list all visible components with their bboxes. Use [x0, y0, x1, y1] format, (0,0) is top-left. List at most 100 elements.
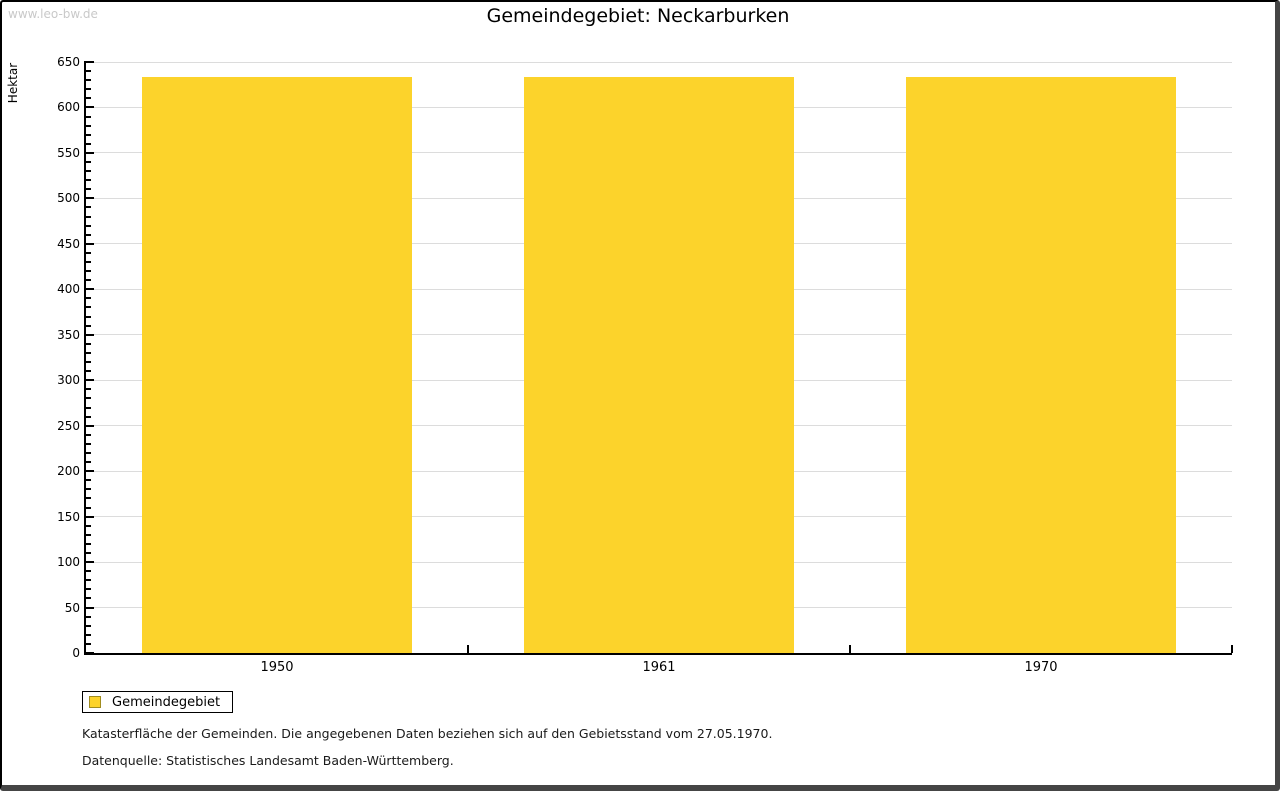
- y-minor-tick: [86, 233, 91, 236]
- y-tick-label: 450: [57, 236, 80, 251]
- y-minor-tick: [86, 406, 91, 409]
- x-category-label: 1970: [1024, 660, 1058, 675]
- y-major-tick: [86, 470, 94, 473]
- y-minor-tick: [86, 279, 91, 282]
- y-minor-tick: [86, 188, 91, 191]
- y-minor-tick: [86, 370, 91, 373]
- y-minor-tick: [86, 133, 91, 136]
- y-minor-tick: [86, 615, 91, 618]
- y-minor-tick: [86, 624, 91, 627]
- footnote-gebietsstand: Katasterfläche der Gemeinden. Die angege…: [82, 726, 773, 741]
- y-minor-tick: [86, 388, 91, 391]
- y-minor-tick: [86, 633, 91, 636]
- y-tick-label: 500: [57, 191, 80, 206]
- y-minor-tick: [86, 351, 91, 354]
- y-tick-label: 50: [64, 600, 80, 615]
- y-major-tick: [86, 242, 94, 245]
- y-minor-tick: [86, 124, 91, 127]
- y-minor-tick: [86, 361, 91, 364]
- y-minor-tick: [86, 342, 91, 345]
- y-minor-tick: [86, 270, 91, 273]
- y-minor-tick: [86, 161, 91, 163]
- y-minor-tick: [86, 206, 91, 209]
- y-minor-tick: [86, 597, 91, 600]
- y-minor-tick: [86, 315, 91, 318]
- bar: [524, 77, 794, 653]
- y-major-tick: [86, 106, 94, 109]
- legend-label: Gemeindegebiet: [112, 694, 221, 710]
- y-minor-tick: [86, 170, 91, 173]
- y-tick-label: 550: [57, 145, 80, 160]
- plot-area: 0 50 100 150 200 250 300 350 400 450 500 550 600 650 1…: [57, 55, 1233, 675]
- y-major-tick: [86, 606, 94, 609]
- y-minor-tick: [86, 497, 91, 500]
- y-major-tick: [86, 515, 94, 518]
- y-tick-label: 300: [57, 373, 80, 388]
- legend-color-swatch: [89, 696, 101, 708]
- y-minor-tick: [86, 215, 91, 218]
- y-minor-tick: [86, 479, 91, 482]
- y-minor-tick: [86, 224, 91, 227]
- y-minor-tick: [86, 570, 91, 573]
- y-minor-tick: [86, 461, 91, 464]
- y-major-tick: [86, 333, 94, 336]
- y-tick-label: 0: [72, 646, 80, 660]
- y-major-tick: [86, 424, 94, 427]
- y-major-tick: [86, 197, 94, 200]
- y-minor-tick: [86, 251, 91, 254]
- y-minor-tick: [86, 70, 91, 73]
- y-tick-label: 200: [57, 464, 80, 479]
- x-category-label: 1950: [260, 660, 294, 675]
- y-minor-tick: [86, 97, 91, 100]
- x-tick: [849, 645, 851, 653]
- y-major-tick: [86, 288, 94, 291]
- y-minor-tick: [86, 261, 91, 264]
- y-tick-label: 100: [57, 555, 80, 570]
- gridline: [86, 61, 1232, 63]
- bar: [906, 77, 1176, 653]
- y-minor-tick: [86, 88, 91, 91]
- y-major-tick: [86, 561, 94, 564]
- y-tick-label: 350: [57, 327, 80, 342]
- y-minor-tick: [86, 579, 91, 582]
- y-minor-tick: [86, 451, 91, 454]
- y-axis-label: Hektar: [6, 62, 20, 104]
- y-tick-label: 600: [57, 100, 80, 115]
- y-axis-line: [84, 61, 86, 655]
- y-minor-tick: [86, 533, 91, 536]
- x-category-label: 1961: [642, 660, 676, 675]
- y-minor-tick: [86, 324, 91, 327]
- watermark: www.leo-bw.de: [8, 7, 98, 21]
- y-minor-tick: [86, 542, 91, 545]
- y-minor-tick: [86, 642, 91, 645]
- y-minor-tick: [86, 397, 91, 400]
- y-minor-tick: [86, 142, 91, 145]
- x-axis-line: [84, 653, 1232, 655]
- y-tick-label: 650: [57, 55, 80, 69]
- y-minor-tick: [86, 488, 91, 491]
- y-tick-label: 250: [57, 418, 80, 433]
- y-tick-label: 150: [57, 509, 80, 524]
- x-tick: [1231, 645, 1233, 653]
- y-minor-tick: [86, 506, 91, 509]
- footnote-datenquelle: Datenquelle: Statistisches Landesamt Bad…: [82, 753, 454, 768]
- y-minor-tick: [86, 297, 91, 300]
- y-major-tick: [86, 151, 94, 154]
- y-minor-tick: [86, 306, 91, 309]
- y-major-tick: [86, 379, 94, 382]
- y-minor-tick: [86, 551, 91, 554]
- y-minor-tick: [86, 588, 91, 591]
- y-minor-tick: [86, 415, 91, 418]
- y-minor-tick: [86, 115, 91, 118]
- y-minor-tick: [86, 442, 91, 445]
- y-minor-tick: [86, 433, 91, 436]
- chart-title: Gemeindegebiet: Neckarburken: [486, 5, 790, 27]
- y-minor-tick: [86, 79, 91, 82]
- bar: [142, 77, 412, 653]
- legend: Gemeindegebiet: [82, 691, 234, 713]
- y-minor-tick: [86, 179, 91, 182]
- x-tick: [467, 645, 469, 653]
- y-tick-label: 400: [57, 282, 80, 297]
- y-major-tick: [86, 61, 94, 63]
